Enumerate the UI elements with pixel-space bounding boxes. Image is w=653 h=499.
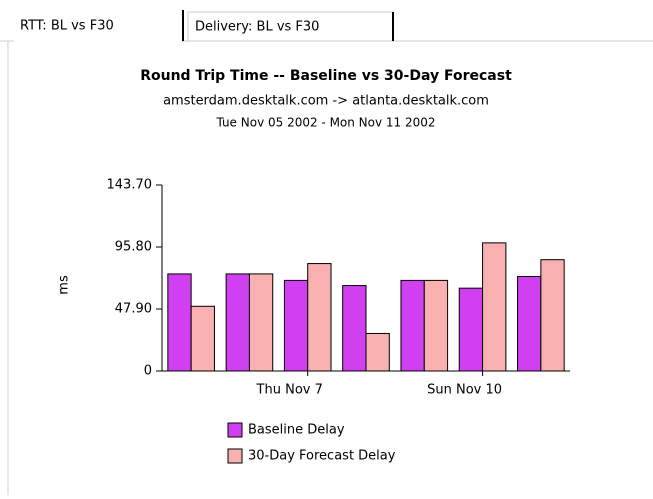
bar <box>540 259 565 372</box>
chart-subtitle: amsterdam.desktalk.com -> atlanta.deskta… <box>163 94 489 109</box>
tab[interactable]: Delivery: BL vs F30 <box>187 11 394 42</box>
tab-label[interactable]: RTT: BL vs F30 <box>20 19 114 34</box>
y-tick-label: 0 <box>144 364 152 379</box>
date-range: Tue Nov 05 2002 - Mon Nov 11 2002 <box>215 116 435 130</box>
legend-swatch <box>227 422 243 438</box>
tab[interactable]: RTT: BL vs F30 <box>14 10 184 42</box>
bar <box>458 287 484 372</box>
bar <box>482 242 507 372</box>
bar <box>517 276 542 372</box>
bar <box>167 273 192 372</box>
chart-title: Round Trip Time -- Baseline vs 30-Day Fo… <box>140 68 512 84</box>
bar <box>225 273 250 372</box>
legend-label: Baseline Delay <box>248 423 345 438</box>
x-tick-label: Sun Nov 10 <box>427 383 502 398</box>
y-tick-label: 95.80 <box>115 240 152 255</box>
bar <box>365 332 390 372</box>
tab-label[interactable]: Delivery: BL vs F30 <box>195 20 319 35</box>
y-tick-label: 143.70 <box>107 178 153 193</box>
bar <box>190 305 215 372</box>
y-tick-label: 47.90 <box>115 302 152 317</box>
y-axis-label: ms <box>57 275 72 295</box>
bar <box>342 285 367 372</box>
bar <box>248 273 274 372</box>
legend-swatch <box>227 448 243 464</box>
legend-label: 30-Day Forecast Delay <box>248 449 396 464</box>
bar <box>307 263 332 372</box>
bar <box>423 279 449 372</box>
x-tick-label: Thu Nov 7 <box>256 383 323 398</box>
bar <box>400 279 425 372</box>
bar <box>283 279 309 372</box>
